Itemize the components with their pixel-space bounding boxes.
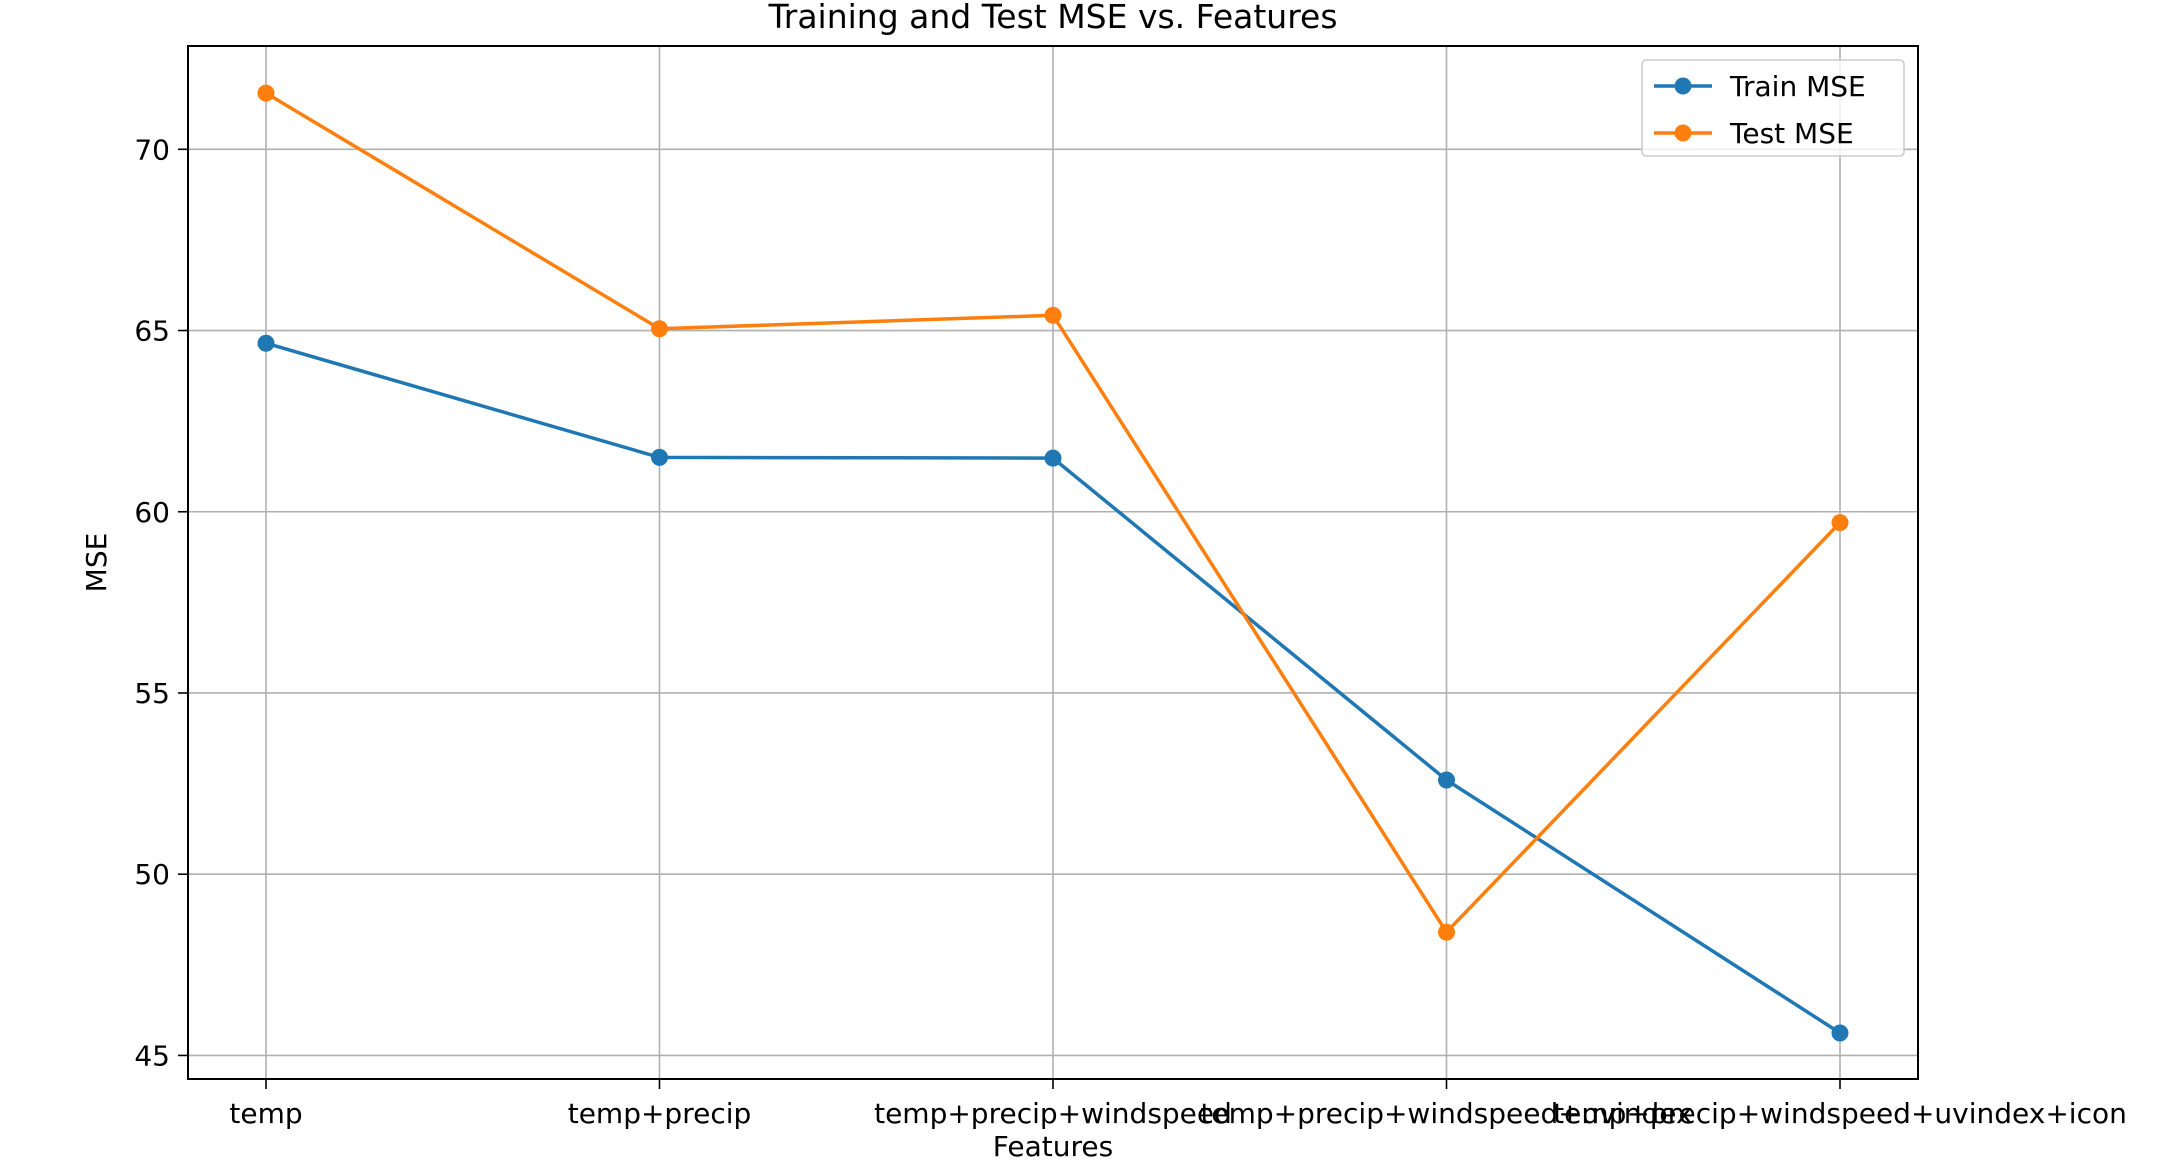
- series-lines: [257, 84, 1849, 1042]
- legend-marker-swatch: [1674, 124, 1692, 142]
- legend-item: Test MSE: [1654, 117, 1854, 150]
- data-point: [1044, 449, 1062, 467]
- chart-title: Training and Test MSE vs. Features: [767, 0, 1337, 36]
- chart-legend: Train MSE Test MSE: [1641, 59, 1905, 157]
- series-train-mse: [257, 334, 1849, 1042]
- series-test-mse: [257, 84, 1849, 941]
- legend-marker-swatch: [1674, 77, 1692, 95]
- data-point: [257, 84, 275, 102]
- x-tick-label: temp+precip+windspeed: [874, 1097, 1232, 1130]
- y-tick-label: 55: [134, 677, 170, 710]
- y-tick-label: 65: [134, 315, 170, 348]
- data-point: [1044, 306, 1062, 324]
- y-tick-label: 50: [134, 858, 170, 891]
- y-axis-label: MSE: [80, 533, 113, 593]
- legend-item: Train MSE: [1654, 70, 1866, 103]
- y-tick-label: 45: [134, 1039, 170, 1072]
- y-tick-label: 60: [134, 496, 170, 529]
- data-point: [651, 320, 668, 338]
- data-point: [1831, 1024, 1849, 1042]
- x-axis-label: Features: [993, 1130, 1113, 1162]
- legend-label: Test MSE: [1729, 117, 1854, 150]
- data-point: [1831, 514, 1849, 532]
- data-point: [1438, 923, 1455, 941]
- data-point: [1438, 771, 1455, 789]
- grid-lines: [188, 46, 1918, 1079]
- x-tick-label: temp: [229, 1097, 302, 1130]
- x-tick-label: temp+precip+windspeed+uvindex+icon: [1553, 1097, 2127, 1130]
- x-tick-label: temp+precip: [568, 1097, 752, 1130]
- x-tick-label: temp+precip+windspeed+uvindex: [1200, 1097, 1692, 1130]
- legend-label: Train MSE: [1729, 70, 1866, 103]
- data-point: [257, 334, 275, 352]
- axis-ticks: temp temp+precip temp+precip+windspeedtemp…: [134, 133, 2126, 1130]
- y-tick-label: 70: [134, 133, 170, 166]
- data-point: [651, 448, 668, 466]
